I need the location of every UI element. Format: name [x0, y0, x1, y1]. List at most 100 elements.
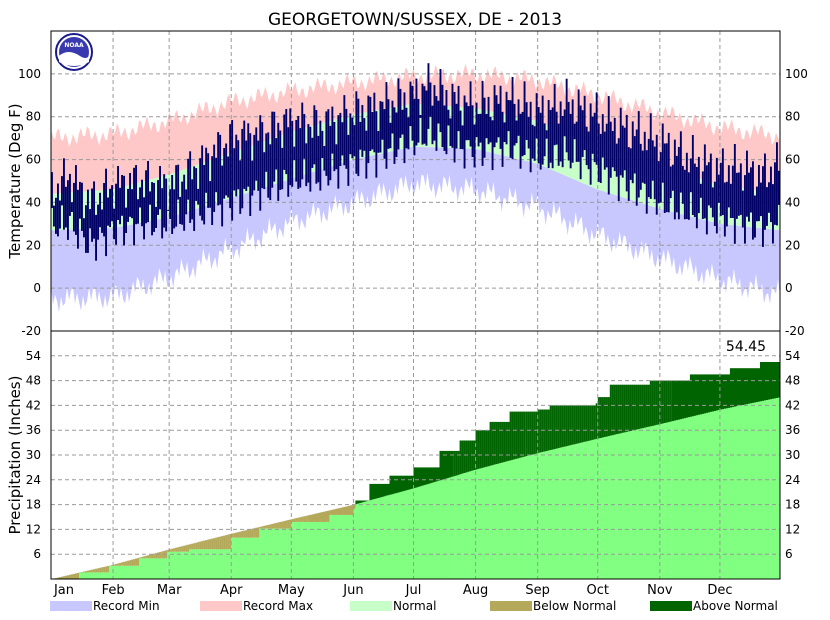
normal-precip-bar [123, 565, 126, 579]
normal-precip-bar [599, 438, 602, 579]
observed-temp-bar [443, 105, 446, 151]
above-normal-precip-bar [491, 421, 494, 466]
legend-swatch [200, 601, 242, 611]
normal-precip-bar [423, 485, 426, 579]
below-normal-precip-bar [131, 559, 134, 566]
observed-temp-bar [715, 157, 718, 234]
above-normal-precip-bar [643, 384, 646, 428]
observed-temp-bar [633, 136, 636, 174]
observed-temp-bar [273, 111, 276, 182]
below-normal-precip-bar [325, 511, 328, 522]
precip-ytick-right: 36 [785, 423, 800, 437]
observed-temp-bar [541, 95, 544, 165]
above-normal-precip-bar [373, 483, 376, 500]
observed-temp-bar [153, 182, 155, 232]
observed-temp-bar [729, 183, 732, 218]
above-normal-precip-bar [635, 384, 638, 430]
observed-temp-bar [349, 113, 352, 155]
observed-temp-bar [339, 112, 342, 166]
observed-temp-bar [561, 116, 564, 168]
normal-precip-bar [561, 447, 564, 579]
normal-precip-bar [643, 427, 646, 579]
temp-ytick-left: 0 [33, 281, 41, 295]
normal-precip-bar [221, 549, 224, 579]
observed-temp-bar [693, 163, 696, 218]
above-normal-precip-bar [411, 475, 414, 489]
normal-precip-bar [401, 491, 404, 579]
normal-precip-bar [493, 464, 496, 579]
above-normal-precip-bar [381, 483, 384, 497]
normal-precip-bar [737, 405, 740, 579]
normal-precip-bar [641, 428, 644, 579]
above-normal-precip-bar [517, 411, 520, 459]
normal-precip-bar [89, 572, 92, 579]
below-normal-precip-bar [203, 540, 206, 550]
above-normal-precip-bar [435, 467, 438, 482]
normal-precip-bar [245, 537, 248, 579]
observed-temp-bar [365, 130, 368, 179]
below-normal-precip-bar [119, 562, 122, 566]
normal-precip-bar [431, 482, 434, 579]
above-normal-precip-bar [601, 397, 604, 438]
observed-temp-bar [553, 83, 556, 146]
normal-precip-bar [627, 431, 630, 579]
normal-precip-bar [667, 422, 670, 579]
above-normal-precip-bar [397, 475, 400, 493]
normal-precip-bar [257, 537, 260, 579]
observed-temp-bar [205, 147, 208, 193]
normal-precip-bar [511, 459, 514, 579]
chart-title: GEORGETOWN/SUSSEX, DE - 2013 [268, 10, 562, 30]
observed-temp-bar [593, 112, 596, 163]
below-normal-precip-bar [61, 576, 64, 579]
observed-temp-bar [313, 105, 316, 165]
normal-precip-bar [569, 445, 572, 579]
observed-temp-bar [423, 86, 426, 144]
observed-temp-bar [703, 144, 706, 219]
observed-temp-bar [183, 174, 186, 231]
above-normal-precip-bar [559, 405, 562, 448]
below-normal-precip-bar [139, 557, 142, 559]
below-normal-precip-bar [351, 505, 354, 515]
normal-precip-bar [750, 403, 753, 579]
above-normal-precip-bar [535, 411, 538, 454]
observed-temp-bar [497, 103, 500, 138]
observed-temp-bar [643, 131, 646, 184]
observed-temp-bar [135, 165, 137, 225]
above-normal-precip-bar [717, 374, 720, 410]
normal-precip-bar [611, 435, 614, 579]
below-normal-precip-bar [239, 531, 242, 538]
observed-temp-bar [567, 101, 570, 161]
observed-temp-bar [333, 122, 336, 172]
normal-precip-bar [752, 402, 755, 579]
normal-precip-bar [219, 549, 222, 579]
normal-precip-bar [91, 572, 94, 579]
observed-temp-bar [207, 153, 210, 208]
observed-temp-bar [223, 148, 226, 199]
normal-precip-bar [625, 431, 628, 579]
precip-ytick-left: 54 [26, 349, 41, 363]
legend-swatch [650, 601, 692, 611]
observed-temp-bar [97, 204, 99, 240]
normal-precip-bar [748, 403, 751, 579]
above-normal-precip-bar [679, 380, 682, 420]
normal-precip-bar [137, 565, 140, 579]
normal-precip-bar [209, 549, 212, 579]
below-normal-precip-bar [71, 574, 74, 579]
temp-ytick-left: 20 [26, 238, 41, 252]
above-normal-precip-bar [699, 374, 702, 415]
normal-precip-bar [131, 565, 134, 579]
above-normal-precip-bar [701, 374, 704, 414]
normal-precip-bar [677, 419, 680, 579]
normal-precip-bar [559, 447, 562, 579]
observed-temp-bar [559, 101, 562, 162]
observed-temp-bar [185, 189, 188, 215]
observed-temp-bar [101, 209, 103, 233]
above-normal-precip-bar [389, 475, 392, 495]
below-normal-precip-bar [277, 522, 280, 529]
above-normal-precip-bar [405, 475, 408, 491]
above-normal-precip-bar [413, 467, 416, 489]
normal-precip-bar [207, 549, 210, 579]
above-normal-precip-bar [591, 405, 594, 440]
observed-temp-bar [141, 179, 143, 227]
normal-precip-bar [693, 415, 696, 579]
